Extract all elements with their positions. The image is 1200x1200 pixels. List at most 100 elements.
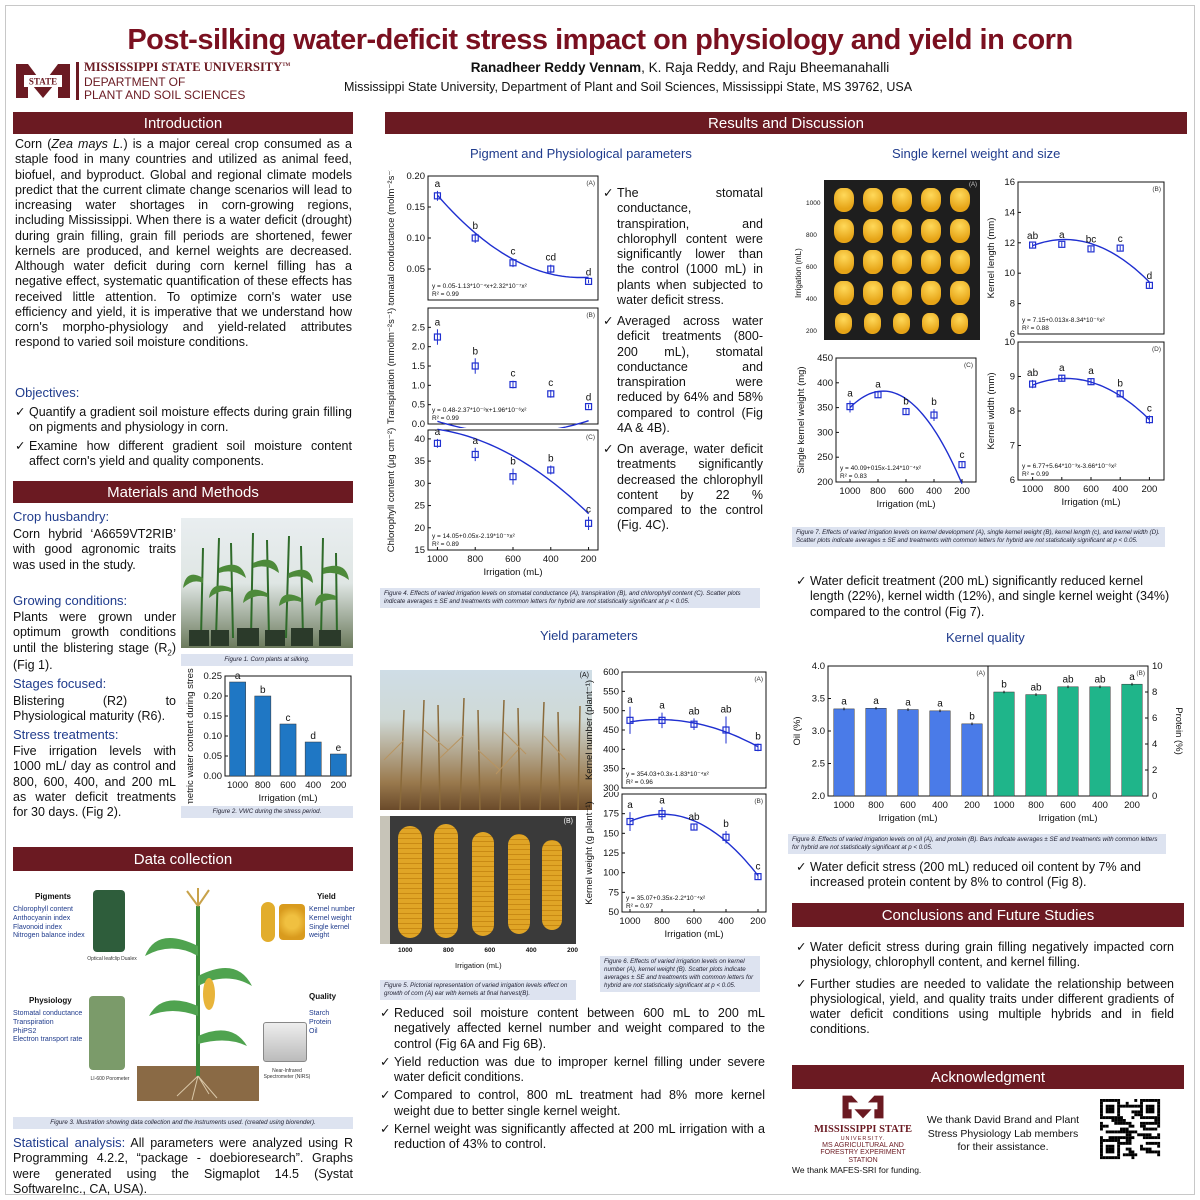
kernels-icon <box>279 904 305 940</box>
irr-tick: 200 <box>806 328 817 335</box>
physiology-item: Stomatal conductance <box>13 1010 83 1017</box>
qr-code-icon[interactable] <box>1098 1097 1162 1161</box>
qr-module <box>1137 1110 1141 1114</box>
y-tick-label: 200 <box>603 792 619 800</box>
fit-curve <box>849 390 963 484</box>
qr-module <box>1148 1099 1152 1102</box>
logo-dept-1: DEPARTMENT OF <box>84 75 186 89</box>
qr-module <box>1122 1153 1126 1157</box>
y-axis-label: Protein (%) <box>1173 707 1183 755</box>
qr-module <box>1111 1147 1115 1151</box>
x-tick-label: 800 <box>870 486 886 497</box>
y-tick-label: 50 <box>608 907 619 918</box>
qr-module <box>1125 1153 1129 1157</box>
significance-letter: e <box>336 743 342 754</box>
y-tick-label: 15 <box>414 545 425 556</box>
corn-kernel-icon <box>834 188 854 212</box>
corn-kernel-icon <box>921 281 941 305</box>
y-tick-label: 0.05 <box>407 264 426 275</box>
qr-module <box>1100 1127 1103 1131</box>
data-point <box>1145 281 1153 289</box>
fig6-caption: Figure 6. Effects of varied irrigation l… <box>600 956 760 993</box>
qr-module <box>1140 1110 1143 1114</box>
qr-module <box>1122 1104 1126 1108</box>
qr-module <box>1117 1116 1121 1120</box>
fit-equation: y = 6.77+5.64*10⁻³x-3.66*10⁻⁶x² <box>1022 463 1117 470</box>
data-point <box>1058 374 1066 382</box>
qr-module <box>1120 1104 1123 1108</box>
nirs-device-icon <box>263 1022 307 1062</box>
fit-equation: y = 40.09+015x-1.24*10⁻⁴x² <box>840 465 922 472</box>
corn-kernel-icon <box>892 281 912 305</box>
qr-module <box>1140 1113 1143 1117</box>
corn-kernel-icon <box>835 313 853 334</box>
authors: Ranadheer Reddy Vennam, K. Raja Reddy, a… <box>380 60 980 75</box>
significance-letter: d <box>310 731 316 742</box>
fig8-caption: Figure 8. Effects of varied irrigation l… <box>788 834 1166 855</box>
significance-letter: c <box>960 450 965 461</box>
x-axis-label: Irrigation (mL) <box>876 499 935 510</box>
qr-module <box>1125 1139 1129 1142</box>
data-point <box>1058 240 1066 248</box>
irr-tick: 600 <box>484 947 496 954</box>
qr-module <box>1117 1156 1121 1160</box>
qr-module <box>1134 1130 1138 1134</box>
corn-kernel-icon <box>921 219 941 243</box>
poster-title: Post-silking water-deficit stress impact… <box>127 24 1073 56</box>
y-tick-label: 10 <box>1004 268 1015 279</box>
x-tick-label: 600 <box>505 554 521 565</box>
data-point <box>1028 241 1037 249</box>
y-axis-label: Stomatal conductance (molm⁻²s⁻¹) <box>386 170 397 306</box>
qr-module <box>1108 1104 1112 1108</box>
qr-module <box>1151 1110 1155 1114</box>
corn-kernel-icon <box>950 219 970 243</box>
y-tick-label: 0.00 <box>204 771 223 782</box>
qr-module <box>1157 1116 1161 1120</box>
qr-module <box>1105 1124 1109 1128</box>
stress-heading: Stress treatments: <box>13 727 119 742</box>
corn-ear-200 <box>542 840 562 930</box>
significance-letter: bc <box>1086 235 1097 246</box>
y-axis-label: Kernel length (mm) <box>986 218 997 299</box>
qr-module <box>1114 1099 1118 1102</box>
qr-module <box>1157 1119 1161 1122</box>
qr-module <box>1105 1110 1109 1114</box>
qr-module <box>1117 1144 1121 1148</box>
y-tick-label: 3.0 <box>812 726 825 737</box>
x-axis-label: Irrigation (mL) <box>1061 497 1120 508</box>
qr-module <box>1157 1141 1161 1145</box>
qr-module <box>1108 1139 1112 1142</box>
qr-module <box>1117 1113 1121 1117</box>
qr-module <box>1151 1099 1155 1102</box>
pigment-bullet: Averaged across water deficit treatments… <box>603 314 763 436</box>
fit-equation: y = 14.05+0.05x-2.19*10⁻⁵x² <box>432 533 516 540</box>
x-tick-label: 400 <box>1092 800 1108 811</box>
significance-letter: a <box>905 697 911 708</box>
x-tick-label: 1000 <box>993 800 1014 811</box>
significance-letter: ab <box>688 812 700 823</box>
y-tick-label: 2.5 <box>412 322 425 333</box>
qr-module <box>1140 1101 1143 1105</box>
qr-module <box>1102 1099 1106 1102</box>
fig7A-irrigation-axis: Irrigation (mL) 1000 800 600 400 200 <box>792 178 822 346</box>
y-tick-label: 7 <box>1010 441 1015 452</box>
y-tick-label: 450 <box>603 725 619 736</box>
y-tick-label: 30 <box>414 478 425 489</box>
qr-module <box>1108 1147 1112 1151</box>
qr-module <box>1142 1136 1146 1140</box>
objectives-heading: Objectives: <box>15 385 80 400</box>
qr-module <box>1154 1099 1158 1102</box>
qr-module <box>1137 1113 1141 1117</box>
instr1-label: Optical leafclip Dualex <box>87 956 137 962</box>
x-tick-label: 800 <box>255 780 271 791</box>
x-tick-label: 800 <box>1054 484 1070 495</box>
qr-module <box>1100 1110 1103 1114</box>
qr-module <box>1157 1136 1161 1140</box>
qr-module <box>1114 1121 1118 1125</box>
qr-module <box>1148 1110 1152 1114</box>
growing-text-main: Plants were grown under optimum growth c… <box>13 610 176 655</box>
qr-module <box>1105 1104 1109 1108</box>
bar <box>929 710 951 797</box>
significance-letter: a <box>937 699 943 710</box>
physiology-item: Electron transport rate <box>13 1036 83 1044</box>
